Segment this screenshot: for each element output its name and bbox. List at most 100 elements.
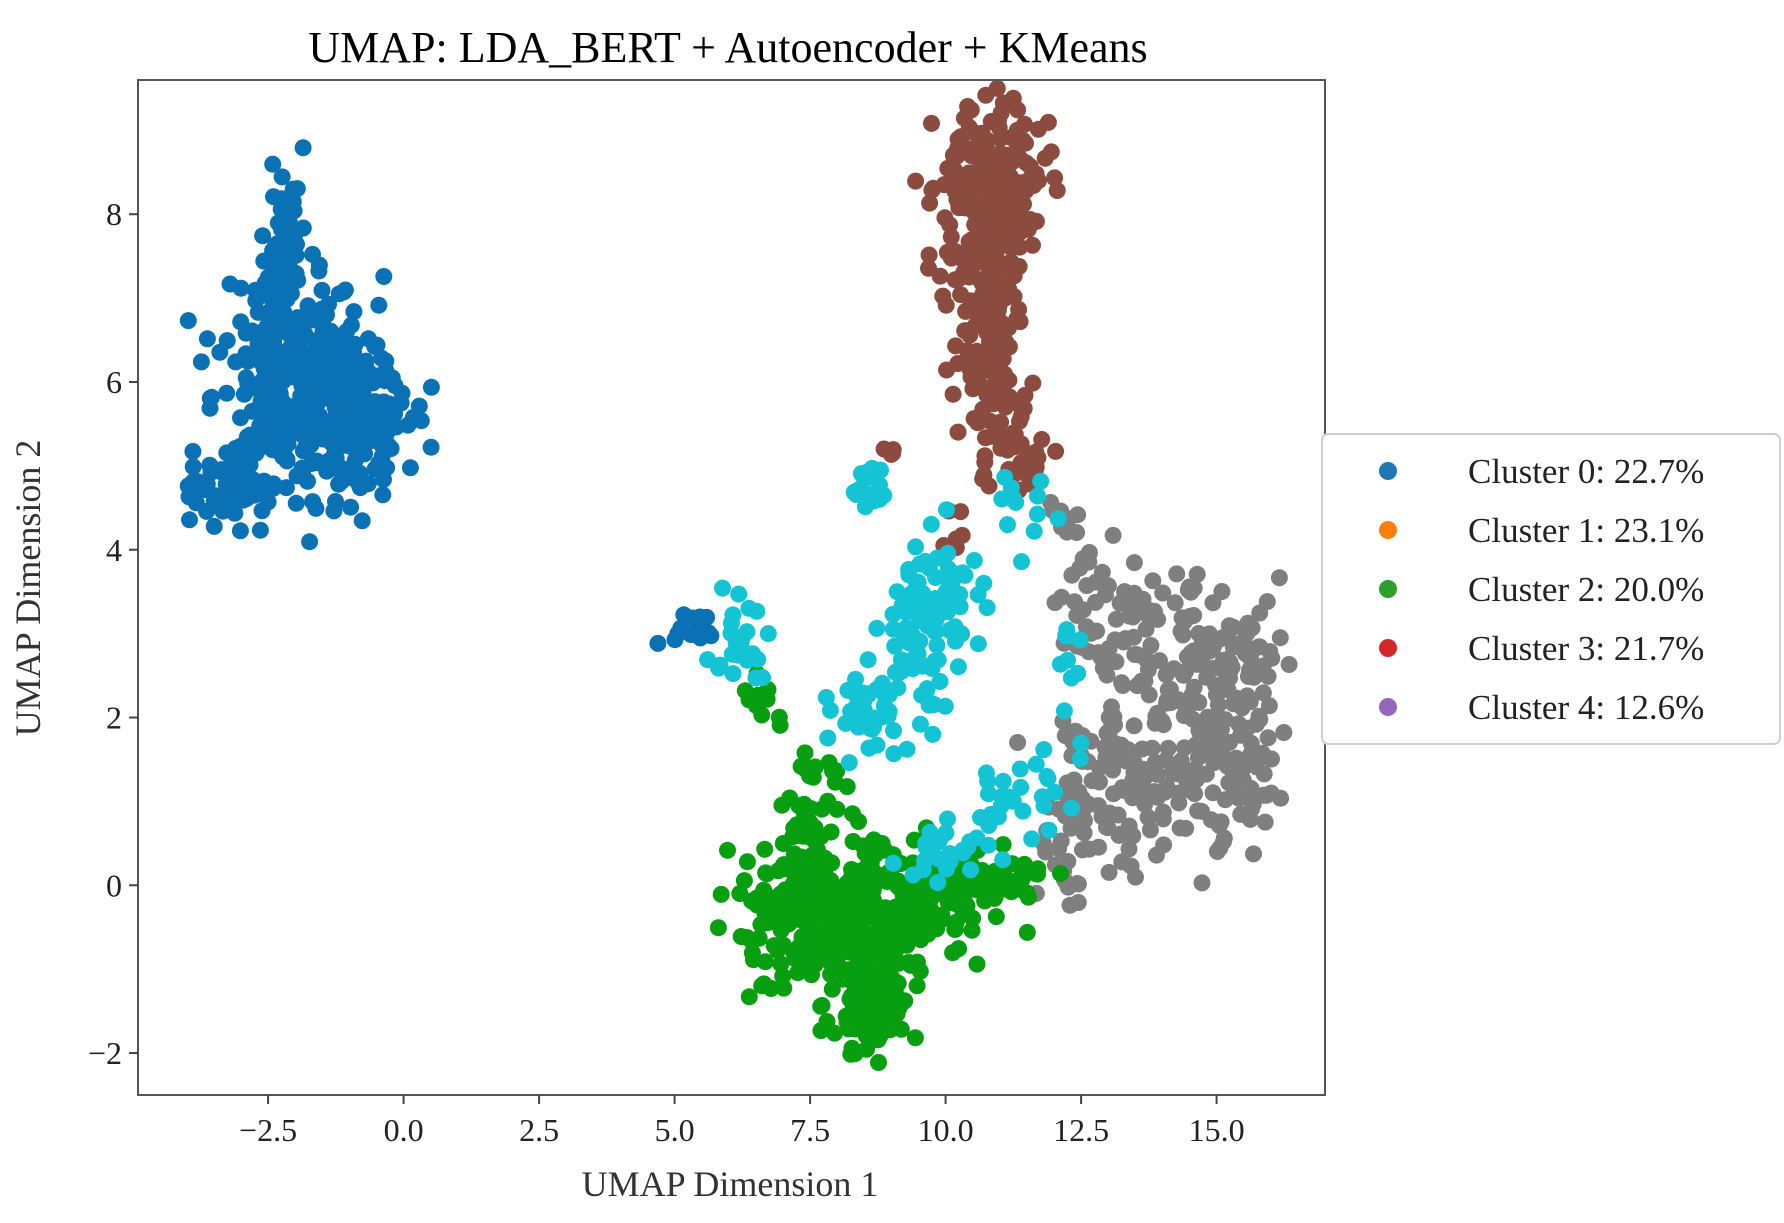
scatter-point [1146,783,1163,801]
scatter-point [757,864,775,882]
scatter-point [1189,802,1207,820]
scatter-point [1124,771,1142,789]
scatter-point [1193,874,1211,892]
scatter-point [307,499,325,517]
scatter-point [184,458,202,476]
scatter-point [931,267,949,285]
scatter-point [1220,617,1238,635]
scatter-point [1125,628,1143,646]
scatter-point [896,992,914,1010]
scatter-point [1204,784,1222,802]
scatter-point [960,880,978,898]
scatter-point [999,516,1016,534]
scatter-point [268,235,286,253]
scatter-point [939,810,956,828]
scatter-point [1246,749,1264,767]
scatter-point [1242,734,1260,752]
scatter-point [956,322,974,340]
scatter-point [884,854,902,872]
scatter-point [1159,739,1177,757]
legend-label-4: Cluster 4: 12.6% [1468,688,1704,727]
scatter-point [386,418,404,436]
scatter-point [1039,770,1057,788]
scatter-point [769,887,787,905]
scatter-point [993,260,1011,278]
scatter-point [1063,799,1080,817]
scatter-point [860,1026,878,1044]
scatter-point [889,679,907,697]
scatter-point [236,474,254,492]
scatter-point [1185,678,1203,696]
scatter-point [875,486,893,504]
scatter-point [1000,280,1018,298]
legend-marker-1 [1379,521,1397,539]
scatter-point [772,955,790,973]
scatter-point [1068,524,1086,541]
scatter-point [775,856,793,874]
scatter-point [808,903,826,921]
scatter-point [903,584,921,602]
scatter-point [1105,708,1123,726]
scatter-point [1058,774,1076,792]
scatter-point [859,954,877,972]
scatter-point [1242,649,1259,667]
point-group-4 [699,459,1090,891]
scatter-point [748,896,766,914]
scatter-point [909,597,927,615]
scatter-point [886,637,904,655]
scatter-point [198,330,216,348]
scatter-point [294,139,312,157]
scatter-point [1033,431,1051,448]
scatter-point [870,1054,887,1071]
scatter-point [883,969,901,987]
legend-marker-0 [1379,462,1397,480]
scatter-point [1052,832,1070,850]
scatter-point [1080,553,1098,571]
point-group-1 [875,79,1066,557]
scatter-point [1258,786,1276,804]
scatter-point [858,873,876,891]
scatter-point [1124,608,1142,626]
legend-label-0: Cluster 0: 22.7% [1468,452,1704,491]
scatter-point [330,331,348,349]
scatter-point [268,263,286,281]
scatter-point [1055,702,1073,720]
scatter-point [1247,715,1265,733]
scatter-point [974,251,992,269]
scatter-point [978,599,996,617]
scatter-point [1024,236,1041,254]
scatter-point [205,517,223,535]
scatter-point [925,696,943,713]
scatter-point [1188,770,1206,788]
scatter-point [324,350,342,368]
scatter-point [904,866,922,884]
scatter-point [1270,569,1288,587]
scatter-point [722,614,740,632]
scatter-point [964,909,982,927]
scatter-point [1040,821,1058,839]
scatter-point [1141,821,1159,839]
scatter-point [731,885,749,902]
scatter-point [1066,593,1084,611]
x-tick-label: 12.5 [1053,1112,1109,1148]
scatter-point [855,692,873,709]
scatter-point [958,342,976,360]
scatter-point [970,357,988,375]
scatter-point [911,962,929,980]
scatter-point [1011,238,1029,256]
scatter-point [383,369,401,387]
scatter-point [1280,656,1298,673]
scatter-point [829,956,847,974]
scatter-point [949,658,967,676]
scatter-point [253,502,271,520]
scatter-point [308,369,326,387]
scatter-point [297,328,315,346]
scatter-point [294,442,312,460]
scatter-point [1224,773,1241,791]
scatter-point [378,459,396,477]
chart-title: UMAP: LDA_BERT + Autoencoder + KMeans [308,23,1147,72]
scatter-point [1029,487,1046,505]
scatter-point [888,583,906,601]
scatter-point [994,851,1012,869]
